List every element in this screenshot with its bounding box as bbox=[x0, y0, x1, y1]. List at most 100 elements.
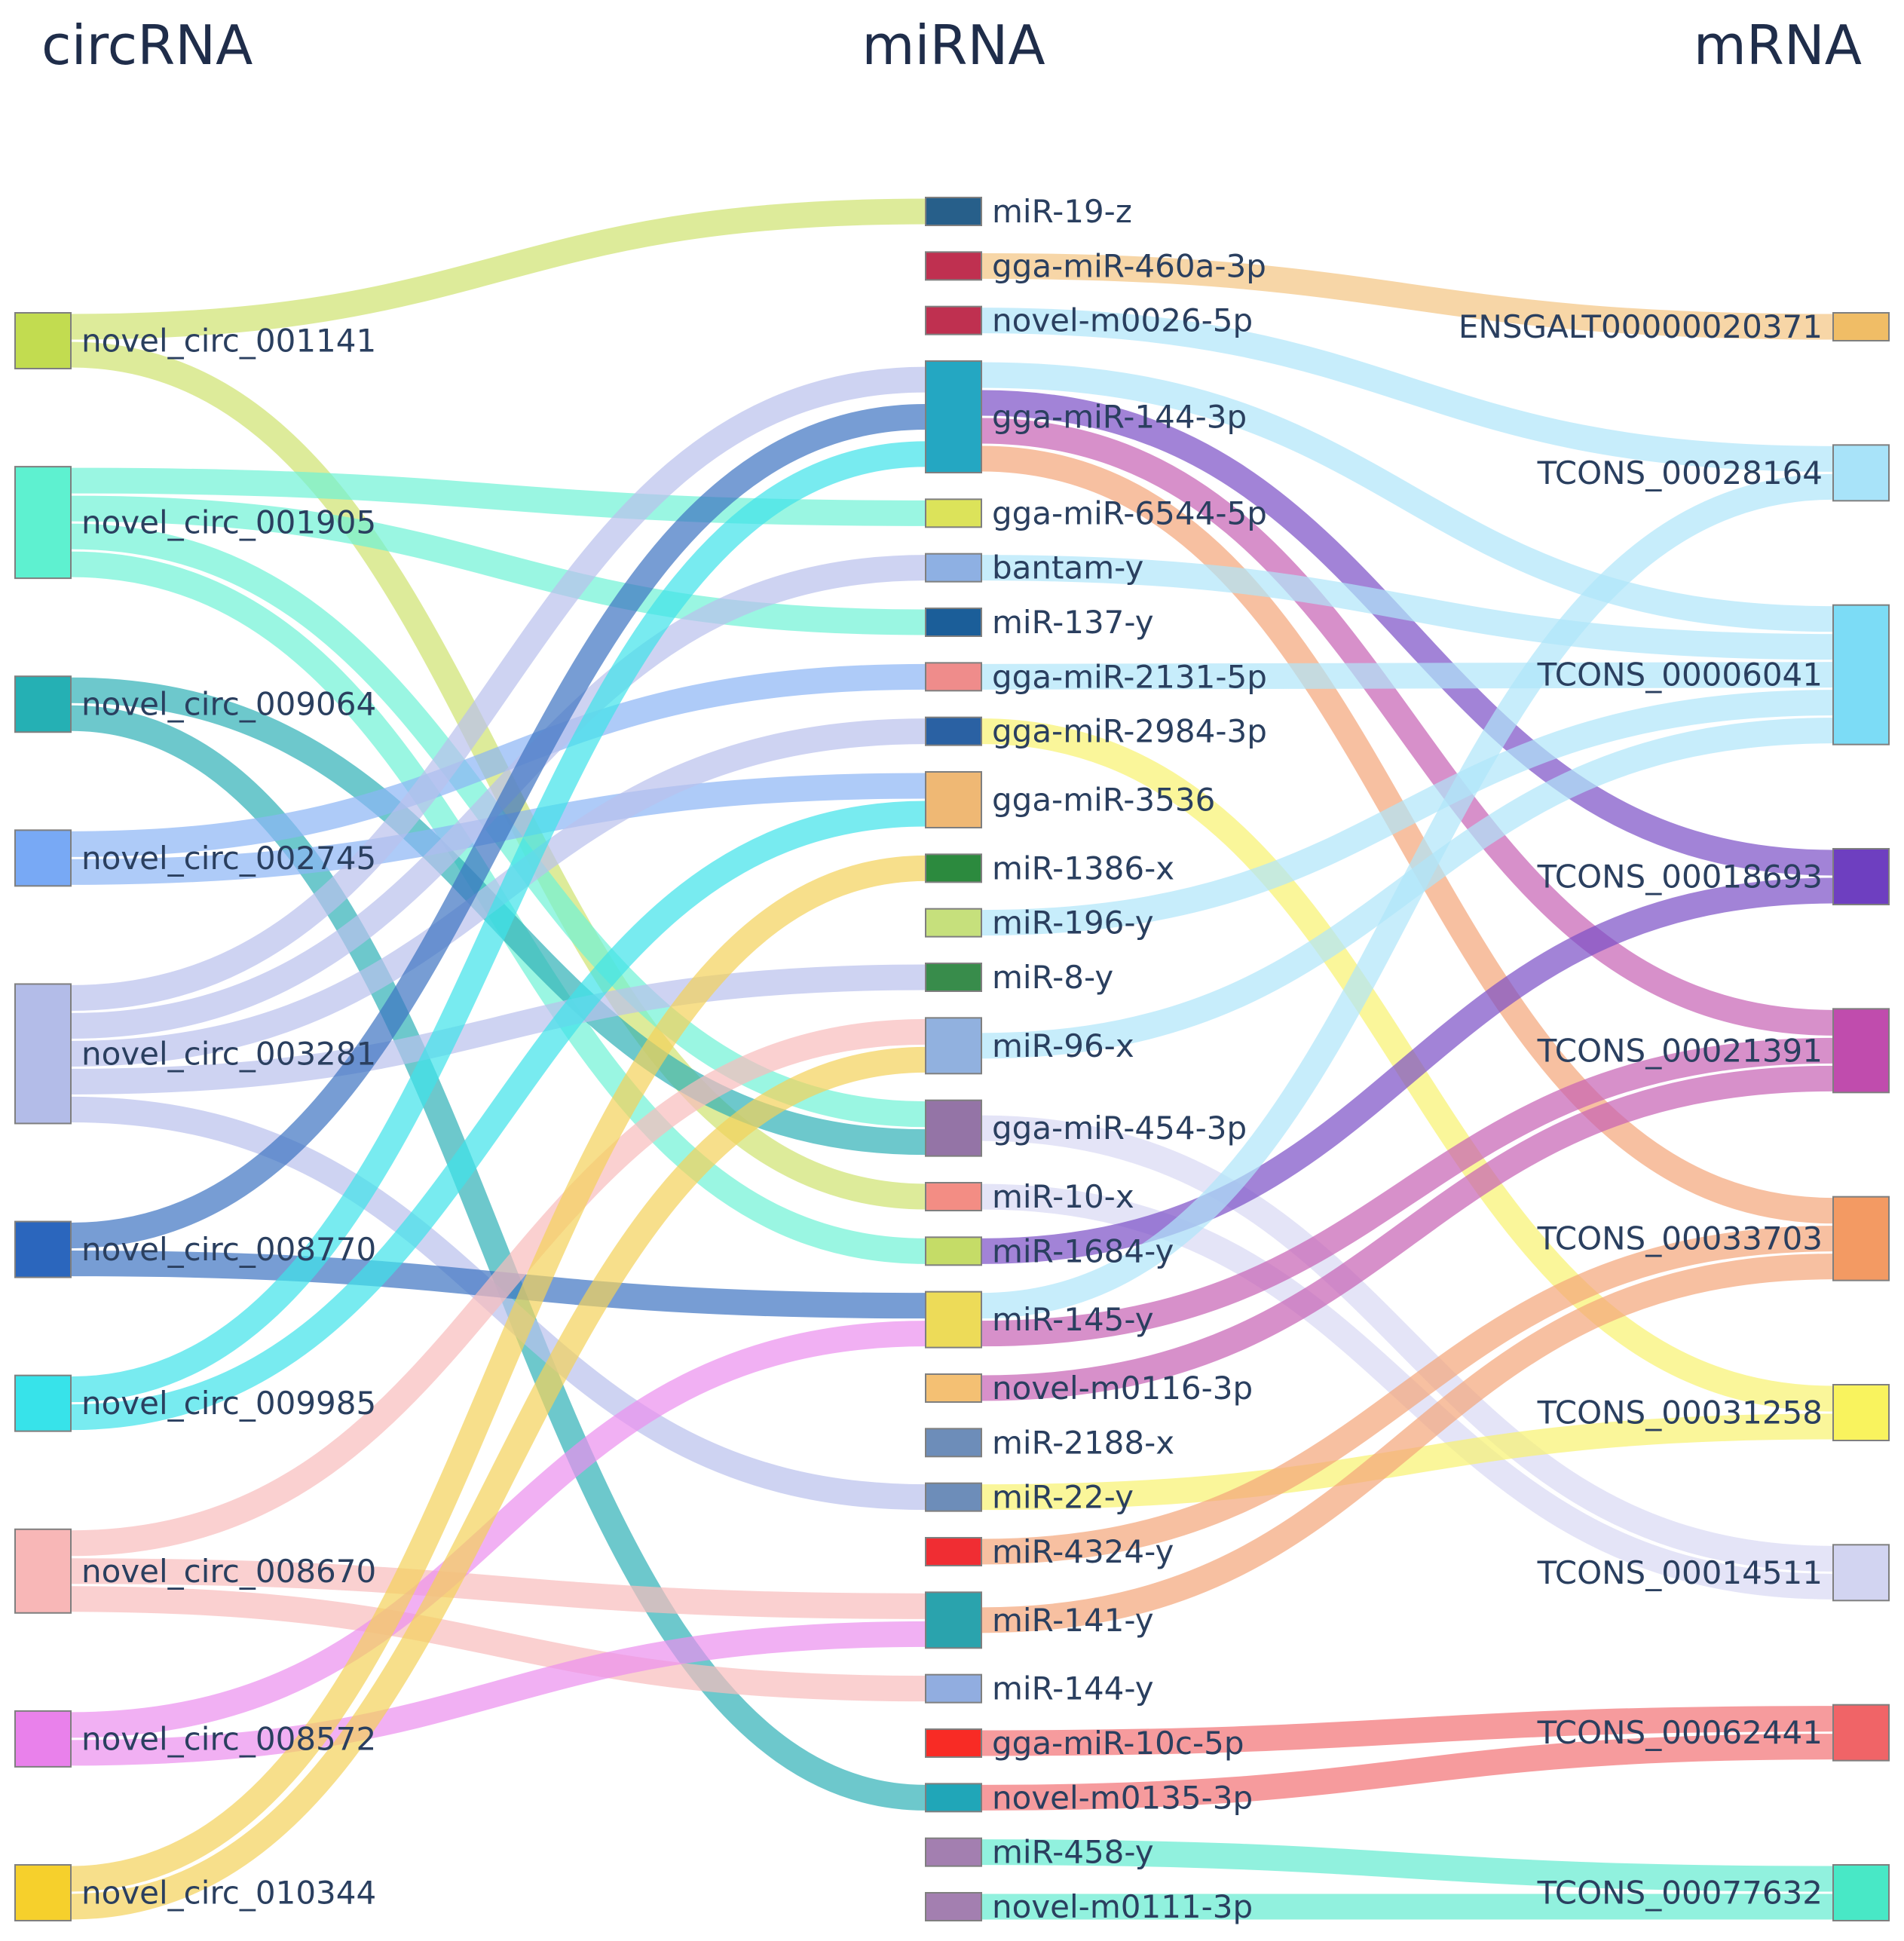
label-miR-19-z: miR-19-z bbox=[992, 193, 1132, 230]
link-novel_circ_001141-to-miR-19-z[interactable] bbox=[70, 198, 926, 340]
link-novel-m0116-3p-to-TCONS_00021391[interactable] bbox=[981, 1065, 1834, 1401]
node-novel-m0116-3p[interactable] bbox=[925, 1373, 982, 1403]
node-gga-miR-2984-3p[interactable] bbox=[925, 716, 982, 746]
link-novel_circ_008770-to-gga-miR-144-3p[interactable] bbox=[70, 403, 926, 1249]
link-novel_circ_003281-to-gga-miR-144-3p[interactable] bbox=[70, 366, 926, 1011]
node-miR-145-y[interactable] bbox=[925, 1290, 982, 1349]
link-gga-miR-2131-5p-to-TCONS_00006041[interactable] bbox=[981, 662, 1834, 690]
label-miR-145-y: miR-145-y bbox=[992, 1301, 1154, 1338]
node-novel_circ_001141[interactable] bbox=[14, 312, 72, 369]
node-miR-10-x[interactable] bbox=[925, 1182, 982, 1211]
link-novel_circ_001905-to-miR-137-y[interactable] bbox=[70, 495, 926, 635]
link-novel_circ_009064-to-novel-m0135-3p[interactable] bbox=[70, 705, 926, 1811]
link-novel_circ_009985-to-gga-miR-144-3p[interactable] bbox=[70, 441, 926, 1403]
node-novel_circ_008572[interactable] bbox=[14, 1710, 72, 1768]
label-ENSGALT00000020371: ENSGALT00000020371 bbox=[1459, 308, 1823, 345]
node-TCONS_00077632[interactable] bbox=[1832, 1864, 1890, 1921]
node-novel_circ_003281[interactable] bbox=[14, 983, 72, 1125]
node-novel_circ_009985[interactable] bbox=[14, 1374, 72, 1432]
link-novel_circ_009985-to-gga-miR-3536[interactable] bbox=[70, 801, 926, 1431]
node-novel-m0135-3p[interactable] bbox=[925, 1783, 982, 1813]
label-miR-2188-x: miR-2188-x bbox=[992, 1424, 1174, 1461]
node-novel_circ_010344[interactable] bbox=[14, 1864, 72, 1921]
label-gga-miR-460a-3p: gga-miR-460a-3p bbox=[992, 247, 1266, 284]
link-novel_circ_008670-to-miR-96-x[interactable] bbox=[70, 1018, 926, 1557]
link-novel_circ_008670-to-miR-144-y[interactable] bbox=[70, 1586, 926, 1702]
link-gga-miR-144-3p-to-TCONS_00006041[interactable] bbox=[981, 362, 1834, 632]
link-novel_circ_010344-to-miR-96-x[interactable] bbox=[70, 1046, 926, 1920]
node-gga-miR-10c-5p[interactable] bbox=[925, 1728, 982, 1758]
link-miR-196-y-to-TCONS_00006041[interactable] bbox=[981, 690, 1834, 936]
link-miR-1684-y-to-TCONS_00018693[interactable] bbox=[981, 877, 1834, 1264]
node-gga-miR-2131-5p[interactable] bbox=[925, 662, 982, 692]
node-ENSGALT00000020371[interactable] bbox=[1832, 312, 1890, 341]
node-miR-4324-y[interactable] bbox=[925, 1537, 982, 1566]
node-miR-137-y[interactable] bbox=[925, 608, 982, 637]
link-miR-141-y-to-TCONS_00033703[interactable] bbox=[981, 1254, 1834, 1633]
link-bantam-y-to-TCONS_00006041[interactable] bbox=[981, 555, 1834, 660]
node-miR-144-y[interactable] bbox=[925, 1673, 982, 1704]
link-gga-miR-10c-5p-to-TCONS_00062441[interactable] bbox=[981, 1706, 1834, 1756]
node-novel_circ_002745[interactable] bbox=[14, 829, 72, 887]
node-miR-141-y[interactable] bbox=[925, 1591, 982, 1649]
labels-layer: novel_circ_001141 novel_circ_001905 novel_… bbox=[81, 193, 1823, 1925]
link-gga-miR-454-3p-to-TCONS_00014511[interactable] bbox=[981, 1115, 1834, 1572]
node-gga-miR-6544-5p[interactable] bbox=[925, 498, 982, 528]
node-TCONS_00014511[interactable] bbox=[1832, 1544, 1890, 1602]
node-novel-m0026-5p[interactable] bbox=[925, 305, 982, 335]
link-miR-458-y-to-TCONS_00077632[interactable] bbox=[981, 1839, 1834, 1892]
node-novel_circ_009064[interactable] bbox=[14, 675, 72, 733]
node-miR-458-y[interactable] bbox=[925, 1837, 982, 1867]
node-TCONS_00018693[interactable] bbox=[1832, 848, 1890, 905]
label-TCONS_00028164: TCONS_00028164 bbox=[1537, 455, 1823, 491]
node-TCONS_00031258[interactable] bbox=[1832, 1384, 1890, 1441]
link-miR-145-y-to-TCONS_00028164[interactable] bbox=[981, 473, 1834, 1319]
link-miR-145-y-to-TCONS_00021391[interactable] bbox=[981, 1037, 1834, 1347]
link-novel_circ_003281-to-bantam-y[interactable] bbox=[70, 555, 926, 1039]
link-miR-22-y-to-TCONS_00031258[interactable] bbox=[981, 1413, 1834, 1511]
node-miR-22-y[interactable] bbox=[925, 1482, 982, 1512]
node-novel-m0111-3p[interactable] bbox=[925, 1892, 982, 1921]
node-novel_circ_008670[interactable] bbox=[14, 1528, 72, 1614]
node-miR-1386-x[interactable] bbox=[925, 853, 982, 883]
link-gga-miR-144-3p-to-TCONS_00018693[interactable] bbox=[981, 390, 1834, 876]
label-novel_circ_001141: novel_circ_001141 bbox=[81, 323, 376, 360]
link-novel_circ_008670-to-miR-141-y[interactable] bbox=[70, 1558, 926, 1619]
node-TCONS_00006041[interactable] bbox=[1832, 604, 1890, 745]
link-gga-miR-460a-3p-to-ENSGALT00000020371[interactable] bbox=[981, 253, 1834, 340]
node-miR-1684-y[interactable] bbox=[925, 1236, 982, 1266]
link-miR-4324-y-to-TCONS_00033703[interactable] bbox=[981, 1226, 1834, 1565]
node-miR-2188-x[interactable] bbox=[925, 1428, 982, 1458]
link-novel_circ_008572-to-miR-145-y[interactable] bbox=[70, 1321, 926, 1738]
link-novel-m0135-3p-to-TCONS_00062441[interactable] bbox=[981, 1734, 1834, 1811]
column-headers: circRNA miRNA mRNA bbox=[41, 14, 1862, 77]
node-novel_circ_008770[interactable] bbox=[14, 1220, 72, 1278]
link-novel-m0026-5p-to-TCONS_00028164[interactable] bbox=[981, 308, 1834, 472]
node-TCONS_00028164[interactable] bbox=[1832, 444, 1890, 502]
label-TCONS_00021391: TCONS_00021391 bbox=[1537, 1032, 1823, 1069]
node-gga-miR-3536[interactable] bbox=[925, 771, 982, 828]
node-TCONS_00033703[interactable] bbox=[1832, 1196, 1890, 1281]
node-bantam-y[interactable] bbox=[925, 553, 982, 583]
node-miR-196-y[interactable] bbox=[925, 908, 982, 938]
node-miR-19-z[interactable] bbox=[925, 197, 982, 226]
node-gga-miR-454-3p[interactable] bbox=[925, 1099, 982, 1157]
label-miR-1386-x: miR-1386-x bbox=[992, 850, 1174, 886]
node-miR-96-x[interactable] bbox=[925, 1017, 982, 1075]
link-novel_circ_001141-to-miR-10-x[interactable] bbox=[70, 341, 926, 1210]
link-novel_circ_002745-to-gga-miR-2131-5p[interactable] bbox=[70, 663, 926, 857]
node-gga-miR-460a-3p[interactable] bbox=[925, 251, 982, 281]
node-TCONS_00062441[interactable] bbox=[1832, 1704, 1890, 1762]
node-gga-miR-144-3p[interactable] bbox=[925, 360, 982, 473]
node-novel_circ_001905[interactable] bbox=[14, 466, 72, 580]
link-novel_circ_008572-to-miR-141-y[interactable] bbox=[70, 1621, 926, 1766]
node-miR-8-y[interactable] bbox=[925, 963, 982, 992]
link-gga-miR-144-3p-to-TCONS_00021391[interactable] bbox=[981, 418, 1834, 1036]
link-gga-miR-144-3p-to-TCONS_00033703[interactable] bbox=[981, 445, 1834, 1224]
link-novel_circ_010344-to-miR-1386-x[interactable] bbox=[70, 855, 926, 1892]
node-TCONS_00021391[interactable] bbox=[1832, 1008, 1890, 1094]
label-novel-m0116-3p: novel-m0116-3p bbox=[992, 1370, 1253, 1407]
link-novel_circ_003281-to-miR-8-y[interactable] bbox=[70, 964, 926, 1094]
